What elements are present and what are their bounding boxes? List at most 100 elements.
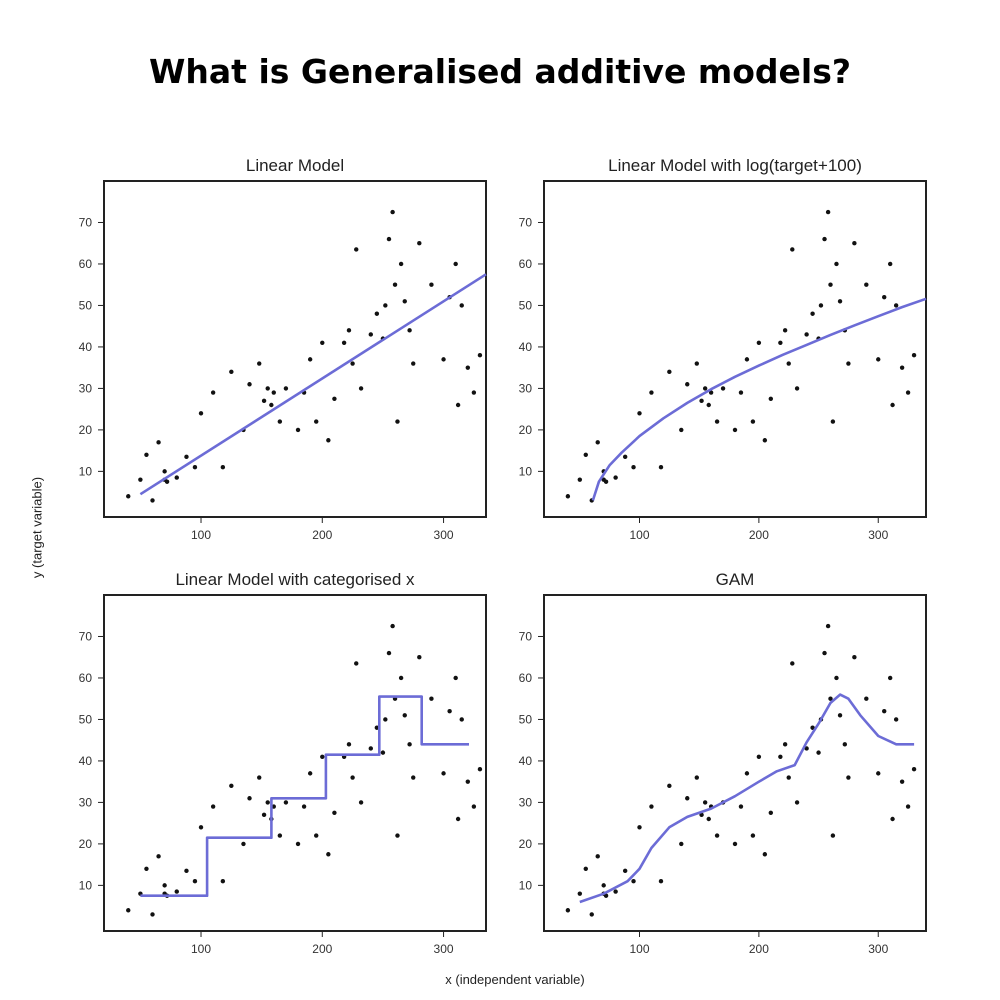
data-point [192,879,198,884]
data-point [192,465,198,470]
data-point [899,365,905,370]
data-point [818,303,824,308]
data-point [744,771,750,776]
x-tick-label: 300 [868,942,888,956]
x-tick-label: 100 [191,528,211,542]
data-point [768,396,774,401]
fit-line [139,273,487,496]
data-point [834,675,839,681]
data-point [899,779,905,784]
data-point [320,340,325,345]
data-point [383,303,388,308]
data-point [852,655,857,660]
panel-title-log: Linear Model with log(target+100) [608,156,862,175]
data-point [277,833,283,838]
data-point [631,879,636,884]
data-point [198,825,204,830]
data-point [714,833,720,838]
x-tick-label: 300 [434,942,454,956]
data-point [358,386,364,391]
data-point [398,675,404,681]
data-point [257,361,262,366]
data-point [332,396,337,401]
data-point [386,650,392,656]
data-point [453,261,458,267]
data-point [830,419,836,424]
data-point [402,299,407,304]
data-point [220,879,226,884]
data-point [577,891,583,896]
x-tick-label: 200 [312,528,332,542]
data-point [622,868,628,874]
data-point [667,783,672,789]
data-point [589,912,594,917]
data-point [679,841,684,847]
y-tick-label: 30 [519,795,533,809]
data-point [565,908,571,913]
data-point [441,771,446,776]
data-point [822,236,827,242]
data-point [164,479,170,484]
fit-line [140,695,469,897]
data-point [455,816,461,822]
data-point [837,713,843,718]
data-point [822,650,827,656]
data-point [637,411,642,416]
y-tick-label: 40 [519,340,533,354]
panel-title-linear: Linear Model [245,156,345,175]
data-point [595,440,600,445]
data-point [174,889,179,894]
data-point [706,402,711,408]
panel-title-categorised: Linear Model with categorised x [175,570,415,589]
data-point [706,816,711,822]
data-point [390,209,395,215]
fit-line [591,297,927,501]
data-point [595,854,600,859]
data-point [326,438,331,443]
data-point [911,353,917,358]
data-point [368,332,373,337]
data-point [354,247,359,252]
y-tick-label: 20 [519,423,533,437]
y-tick-label: 10 [519,464,533,478]
chart-categorised-model: 10 20 30 40 50 60 70 100 200 300 [79,594,487,956]
data-point [156,854,161,859]
y-tick-label: 10 [79,464,93,478]
data-point [786,775,791,780]
data-point [429,696,434,701]
data-point [887,675,893,681]
x-tick-label: 100 [629,528,649,542]
data-point [326,852,331,857]
data-point [283,800,289,805]
plot-frame [543,180,927,518]
data-point [261,812,267,818]
data-point [383,717,388,722]
data-point [465,365,471,370]
data-point [816,750,821,755]
data-point [828,282,833,287]
y-tick-label: 60 [519,671,533,685]
data-point [905,804,911,809]
data-point [786,361,791,366]
data-point [702,386,708,391]
data-point [411,775,416,780]
y-tick-label: 70 [519,215,533,229]
data-point [762,438,768,443]
data-point [658,465,664,470]
data-point [184,868,189,874]
data-point [631,465,636,470]
data-point [386,236,392,242]
data-point [828,696,833,701]
data-point [782,328,788,333]
data-point [229,369,234,375]
data-point [768,810,774,815]
data-point [750,419,756,424]
plot-frame [103,594,487,932]
data-point [893,303,899,308]
y-axis-label: y (target variable) [29,476,45,579]
y-tick-label: 20 [519,837,533,851]
y-tick-label: 10 [519,878,533,892]
data-point [622,454,628,460]
x-axis-label: x (independent variable) [445,972,585,987]
data-point [667,369,672,375]
